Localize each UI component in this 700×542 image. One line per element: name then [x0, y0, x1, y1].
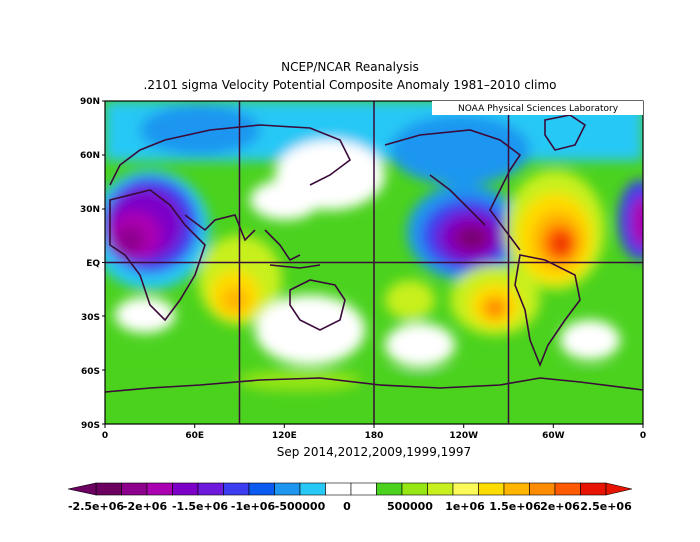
- colorbar-label: 500000: [387, 500, 433, 513]
- lon-label: 120W: [449, 431, 478, 441]
- colorbar-label: 1e+06: [445, 500, 485, 513]
- lat-label: 30S: [81, 313, 100, 323]
- grid-lines: [105, 101, 643, 424]
- colorbar-swatch: [121, 482, 148, 496]
- credit-label: NOAA Physical Sciences Laboratory: [458, 104, 619, 114]
- lon-label: 60W: [542, 431, 565, 441]
- lon-label: 60E: [185, 431, 204, 441]
- colorbar-swatch: [376, 482, 403, 496]
- lat-label: 60S: [81, 367, 100, 377]
- composite-years-label: Sep 2014,2012,2009,1999,1997: [277, 445, 471, 459]
- lon-label: 0: [640, 431, 646, 441]
- coastlines: [105, 114, 643, 393]
- colorbar-swatch: [197, 482, 224, 496]
- lat-axis: 90N 60N 30N EQ 30S 60S 90S: [80, 97, 100, 431]
- colorbar-label: -1.5e+06: [172, 500, 228, 513]
- lat-label: EQ: [86, 259, 100, 269]
- colorbar-swatch: [172, 482, 199, 496]
- colorbar-min-arrow: [67, 482, 97, 496]
- credit-box: [432, 101, 643, 115]
- colorbar-max-arrow: [605, 482, 633, 496]
- lon-axis: 0 60E 120E 180 120W 60W 0: [102, 431, 646, 441]
- lat-label: 60N: [80, 151, 100, 161]
- colorbar-labels: -2.5e+06 -2e+06 -1.5e+06 -1e+06 -500000 …: [68, 500, 632, 513]
- colorbar-swatch: [427, 482, 454, 496]
- colorbar-swatch: [325, 482, 352, 496]
- lat-label: 90S: [81, 421, 100, 431]
- colorbar-swatch: [478, 482, 505, 496]
- colorbar-swatch: [452, 482, 479, 496]
- colorbar-swatch: [299, 482, 326, 496]
- lat-label: 30N: [80, 205, 100, 215]
- colorbar-swatch: [274, 482, 301, 496]
- map-subtitle-variable: .2101 sigma Velocity Potential Composite…: [143, 78, 557, 92]
- colorbar-swatch: [95, 482, 122, 496]
- colorbar-label: -1e+06: [231, 500, 276, 513]
- colorbar-swatch: [580, 482, 607, 496]
- lon-label: 180: [365, 431, 384, 441]
- lon-label: 0: [102, 431, 108, 441]
- colorbar-swatch: [146, 482, 173, 496]
- colorbar-swatch: [223, 482, 250, 496]
- colorbar-swatch: [350, 482, 377, 496]
- map-title: NCEP/NCAR Reanalysis: [281, 60, 419, 74]
- colorbar-label: -500000: [275, 500, 326, 513]
- colorbar-swatch: [529, 482, 556, 496]
- lat-label: 90N: [80, 97, 100, 107]
- colorbar-swatch: [503, 482, 530, 496]
- colorbar-label: 2e+06: [540, 500, 580, 513]
- colorbar-label: 1.5e+06: [489, 500, 541, 513]
- colorbar-swatch: [248, 482, 275, 496]
- colorbar-label: 0: [343, 500, 351, 513]
- colorbar: [67, 482, 633, 496]
- colorbar-label: 2.5e+06: [580, 500, 632, 513]
- colorbar-label: -2.5e+06: [68, 500, 124, 513]
- lon-label: 120E: [272, 431, 297, 441]
- colorbar-label: -2e+06: [123, 500, 168, 513]
- colorbar-swatch: [401, 482, 428, 496]
- colorbar-swatch: [554, 482, 581, 496]
